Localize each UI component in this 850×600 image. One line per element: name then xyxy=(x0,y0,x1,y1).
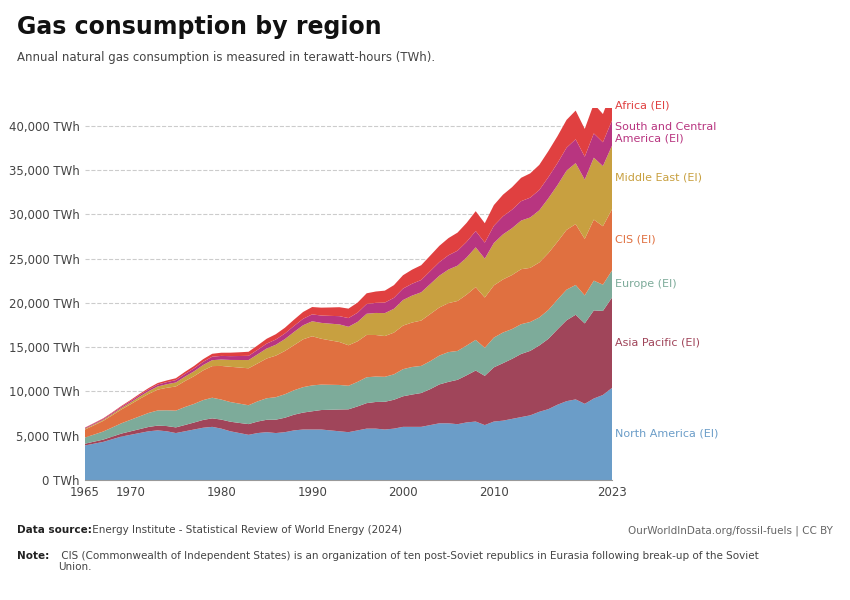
Text: Annual natural gas consumption is measured in terawatt-hours (TWh).: Annual natural gas consumption is measur… xyxy=(17,51,435,64)
Text: CIS (Commonwealth of Independent States) is an organization of ten post-Soviet r: CIS (Commonwealth of Independent States)… xyxy=(58,551,758,572)
Text: CIS (EI): CIS (EI) xyxy=(615,235,655,245)
Text: South and Central
America (EI): South and Central America (EI) xyxy=(615,122,716,144)
Text: Data source:: Data source: xyxy=(17,525,92,535)
Text: Note:: Note: xyxy=(17,551,49,561)
Text: Energy Institute - Statistical Review of World Energy (2024): Energy Institute - Statistical Review of… xyxy=(89,525,402,535)
Text: Gas consumption by region: Gas consumption by region xyxy=(17,15,382,39)
Text: Middle East (EI): Middle East (EI) xyxy=(615,172,702,182)
Text: Africa (EI): Africa (EI) xyxy=(615,100,669,110)
Text: Our World: Our World xyxy=(713,29,773,38)
Text: North America (EI): North America (EI) xyxy=(615,429,718,439)
Text: Europe (EI): Europe (EI) xyxy=(615,279,677,289)
Text: OurWorldInData.org/fossil-fuels | CC BY: OurWorldInData.org/fossil-fuels | CC BY xyxy=(628,525,833,535)
Text: in Data: in Data xyxy=(722,49,764,59)
Text: Asia Pacific (EI): Asia Pacific (EI) xyxy=(615,338,700,348)
